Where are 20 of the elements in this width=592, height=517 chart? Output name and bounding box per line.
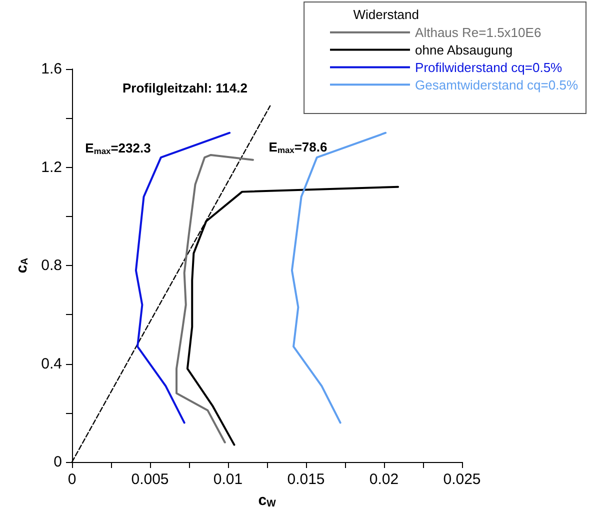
x-tick-label: 0.02 xyxy=(369,471,399,488)
legend-title: Widerstand xyxy=(353,7,419,22)
y-tick-label: 0.8 xyxy=(41,257,62,274)
x-tick-label: 0.005 xyxy=(131,471,169,488)
text: Gesamtwiderstand cq=0.5% xyxy=(415,78,578,92)
x-tick-label: 0.025 xyxy=(443,471,481,488)
y-tick-label: 0 xyxy=(54,454,62,470)
text: ohne Absaugung xyxy=(415,42,513,58)
y-tick-label: 0.4 xyxy=(41,355,62,372)
x-tick-label: 0.01 xyxy=(213,471,243,488)
y-tick-label: 1.6 xyxy=(41,60,62,78)
text: Althaus Re=1.5x10E6 xyxy=(415,25,542,40)
x-axis-title: cW xyxy=(258,492,277,510)
y-tick-label: 1.2 xyxy=(41,158,62,176)
y-axis-title: cA xyxy=(13,258,31,274)
text: Profilwiderstand cq=0.5% xyxy=(415,60,563,75)
annotation: Profilgleitzahl: 114.2 xyxy=(122,80,248,96)
x-tick-label: 0 xyxy=(68,471,76,488)
line-series xyxy=(176,154,254,444)
x-tick-label: 0.015 xyxy=(287,471,325,488)
